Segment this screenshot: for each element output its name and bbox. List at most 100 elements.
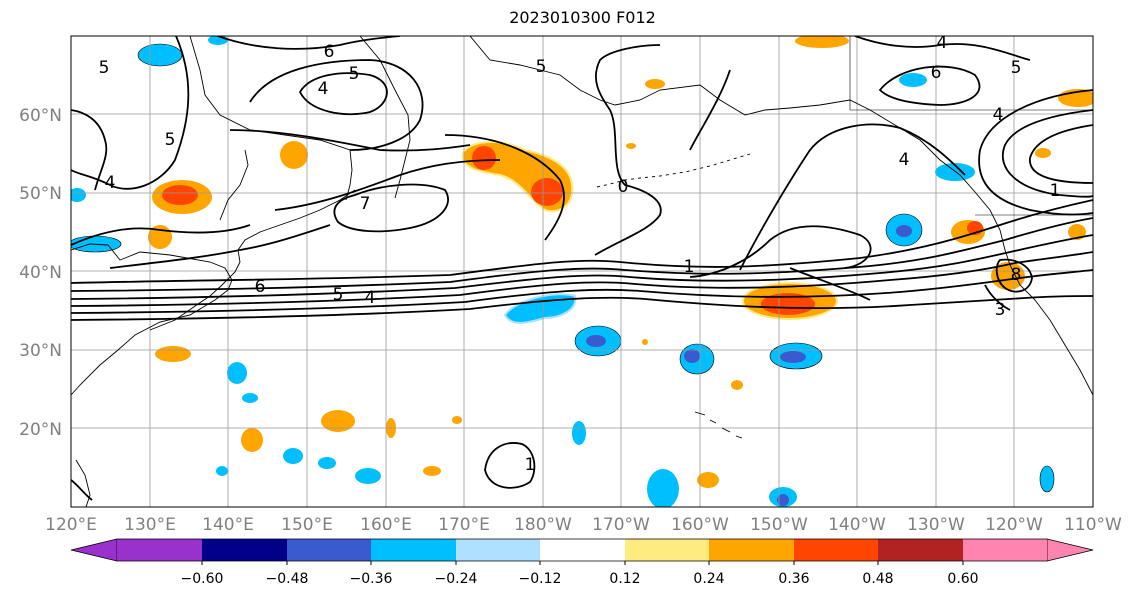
latitude-labels: 60°N 50°N 40°N 30°N 20°N <box>19 106 62 440</box>
colorbar-segment <box>456 539 540 561</box>
contour-line <box>984 284 1011 311</box>
lat-label: 20°N <box>19 420 62 440</box>
contour-label: 5 <box>165 130 176 150</box>
map-frame <box>70 35 1094 508</box>
negative-anomaly <box>242 393 258 403</box>
negative-anomaly <box>586 335 606 347</box>
contour-line <box>249 59 424 151</box>
contour-line <box>215 36 401 50</box>
lon-label: 160°W <box>671 515 729 535</box>
height-contours <box>71 36 1093 501</box>
colorbar-segment <box>202 539 287 561</box>
contour-line <box>71 224 251 246</box>
contour-label: 3 <box>995 300 1006 320</box>
colorbar: −0.60 −0.48 −0.36 −0.24 −0.12 0.12 0.24 … <box>70 538 1094 587</box>
lon-label: 170°E <box>438 515 490 535</box>
negative-anomaly <box>684 349 700 363</box>
coastline-north-america <box>469 36 1093 396</box>
positive-anomaly <box>642 339 648 345</box>
lon-label: 110°W <box>1064 515 1122 535</box>
colorbar-segment <box>540 539 625 561</box>
lat-label: 40°N <box>19 263 62 283</box>
contour-line <box>333 183 449 233</box>
positive-anomaly <box>761 293 815 315</box>
contour-label: 4 <box>318 79 329 99</box>
contour-line <box>274 159 501 211</box>
colorbar-tick-label: 0.60 <box>947 571 978 587</box>
coastline-philippines <box>75 459 91 507</box>
lon-label: 150°E <box>281 515 333 535</box>
lon-label: 150°W <box>750 515 808 535</box>
contour-line <box>71 234 1093 300</box>
negative-anomaly <box>899 73 927 87</box>
colorbar-tick-label: −0.48 <box>266 571 309 587</box>
contour-line <box>484 442 536 489</box>
colorbar-tick-label: −0.12 <box>519 571 562 587</box>
positive-anomaly <box>645 79 665 89</box>
colorbar-segment <box>709 539 794 561</box>
contour-label: 8 <box>1011 265 1022 285</box>
positive-anomaly <box>795 36 849 48</box>
contour-line <box>71 295 1093 321</box>
lon-label: 180°W <box>514 515 572 535</box>
contour-label: 5 <box>99 58 110 78</box>
contour-line <box>978 89 1093 216</box>
contour-label: 6 <box>324 42 335 62</box>
contour-line <box>739 123 966 271</box>
map-title: 2023010300 F012 <box>509 8 656 27</box>
colorbar-segment <box>371 539 456 561</box>
coastline-kamchatka <box>359 36 411 199</box>
lon-label: 130°E <box>124 515 176 535</box>
positive-anomaly <box>626 143 636 149</box>
negative-anomaly <box>318 457 336 469</box>
positive-anomaly <box>1068 224 1086 240</box>
contour-label: 4 <box>365 288 376 308</box>
lon-label: 120°E <box>45 515 97 535</box>
colorbar-extend-low <box>70 538 118 562</box>
negative-anomaly <box>780 351 806 363</box>
contour-label: 4 <box>105 173 116 193</box>
positive-anomaly <box>731 380 743 390</box>
positive-anomaly <box>241 428 263 452</box>
colorbar-segment <box>794 539 878 561</box>
contour-line <box>71 269 1093 314</box>
contour-label: 5 <box>536 57 547 77</box>
positive-anomaly <box>531 178 563 206</box>
contour-line <box>71 217 1093 292</box>
colorbar-tick-label: 0.48 <box>862 571 893 587</box>
contour-labels: 6 5 4 5 4 5 5 7 6 5 4 0 1 6 4 4 8 3 1 5 … <box>99 33 1061 475</box>
contour-line <box>444 134 565 241</box>
contour-line <box>1002 109 1093 198</box>
negative-anomaly <box>71 188 86 202</box>
contour-line <box>1029 124 1093 184</box>
positive-anomaly <box>452 416 462 424</box>
contour-line <box>854 36 1031 61</box>
lon-label: 170°W <box>592 515 650 535</box>
colorbar-tick-label: 0.24 <box>693 571 724 587</box>
contour-label: 4 <box>937 33 948 53</box>
contour-line <box>71 199 1093 284</box>
colorbar-outline <box>117 538 1047 562</box>
negative-anomaly <box>896 225 912 237</box>
negative-anomaly <box>355 468 381 484</box>
colorbar-tick-label: −0.36 <box>350 571 393 587</box>
positive-anomaly <box>472 146 496 170</box>
contour-line <box>71 109 108 191</box>
contour-line <box>995 258 1033 293</box>
contour-line <box>71 251 1093 307</box>
contour-label: 6 <box>255 277 266 297</box>
negative-anomaly <box>227 362 247 384</box>
colorbar-tick-label: −0.60 <box>181 571 224 587</box>
positive-anomaly <box>162 185 198 205</box>
negative-anomaly <box>283 448 303 464</box>
contour-line <box>109 224 331 269</box>
contour-label: 5 <box>333 285 344 305</box>
colorbar-tick-label: 0.12 <box>609 571 640 587</box>
contour-label: 4 <box>993 105 1004 125</box>
lon-label: 130°W <box>907 515 965 535</box>
lat-label: 30°N <box>19 341 62 361</box>
contour-label: 1 <box>525 455 536 475</box>
contour-label: 6 <box>931 63 942 83</box>
contour-line <box>689 225 872 278</box>
